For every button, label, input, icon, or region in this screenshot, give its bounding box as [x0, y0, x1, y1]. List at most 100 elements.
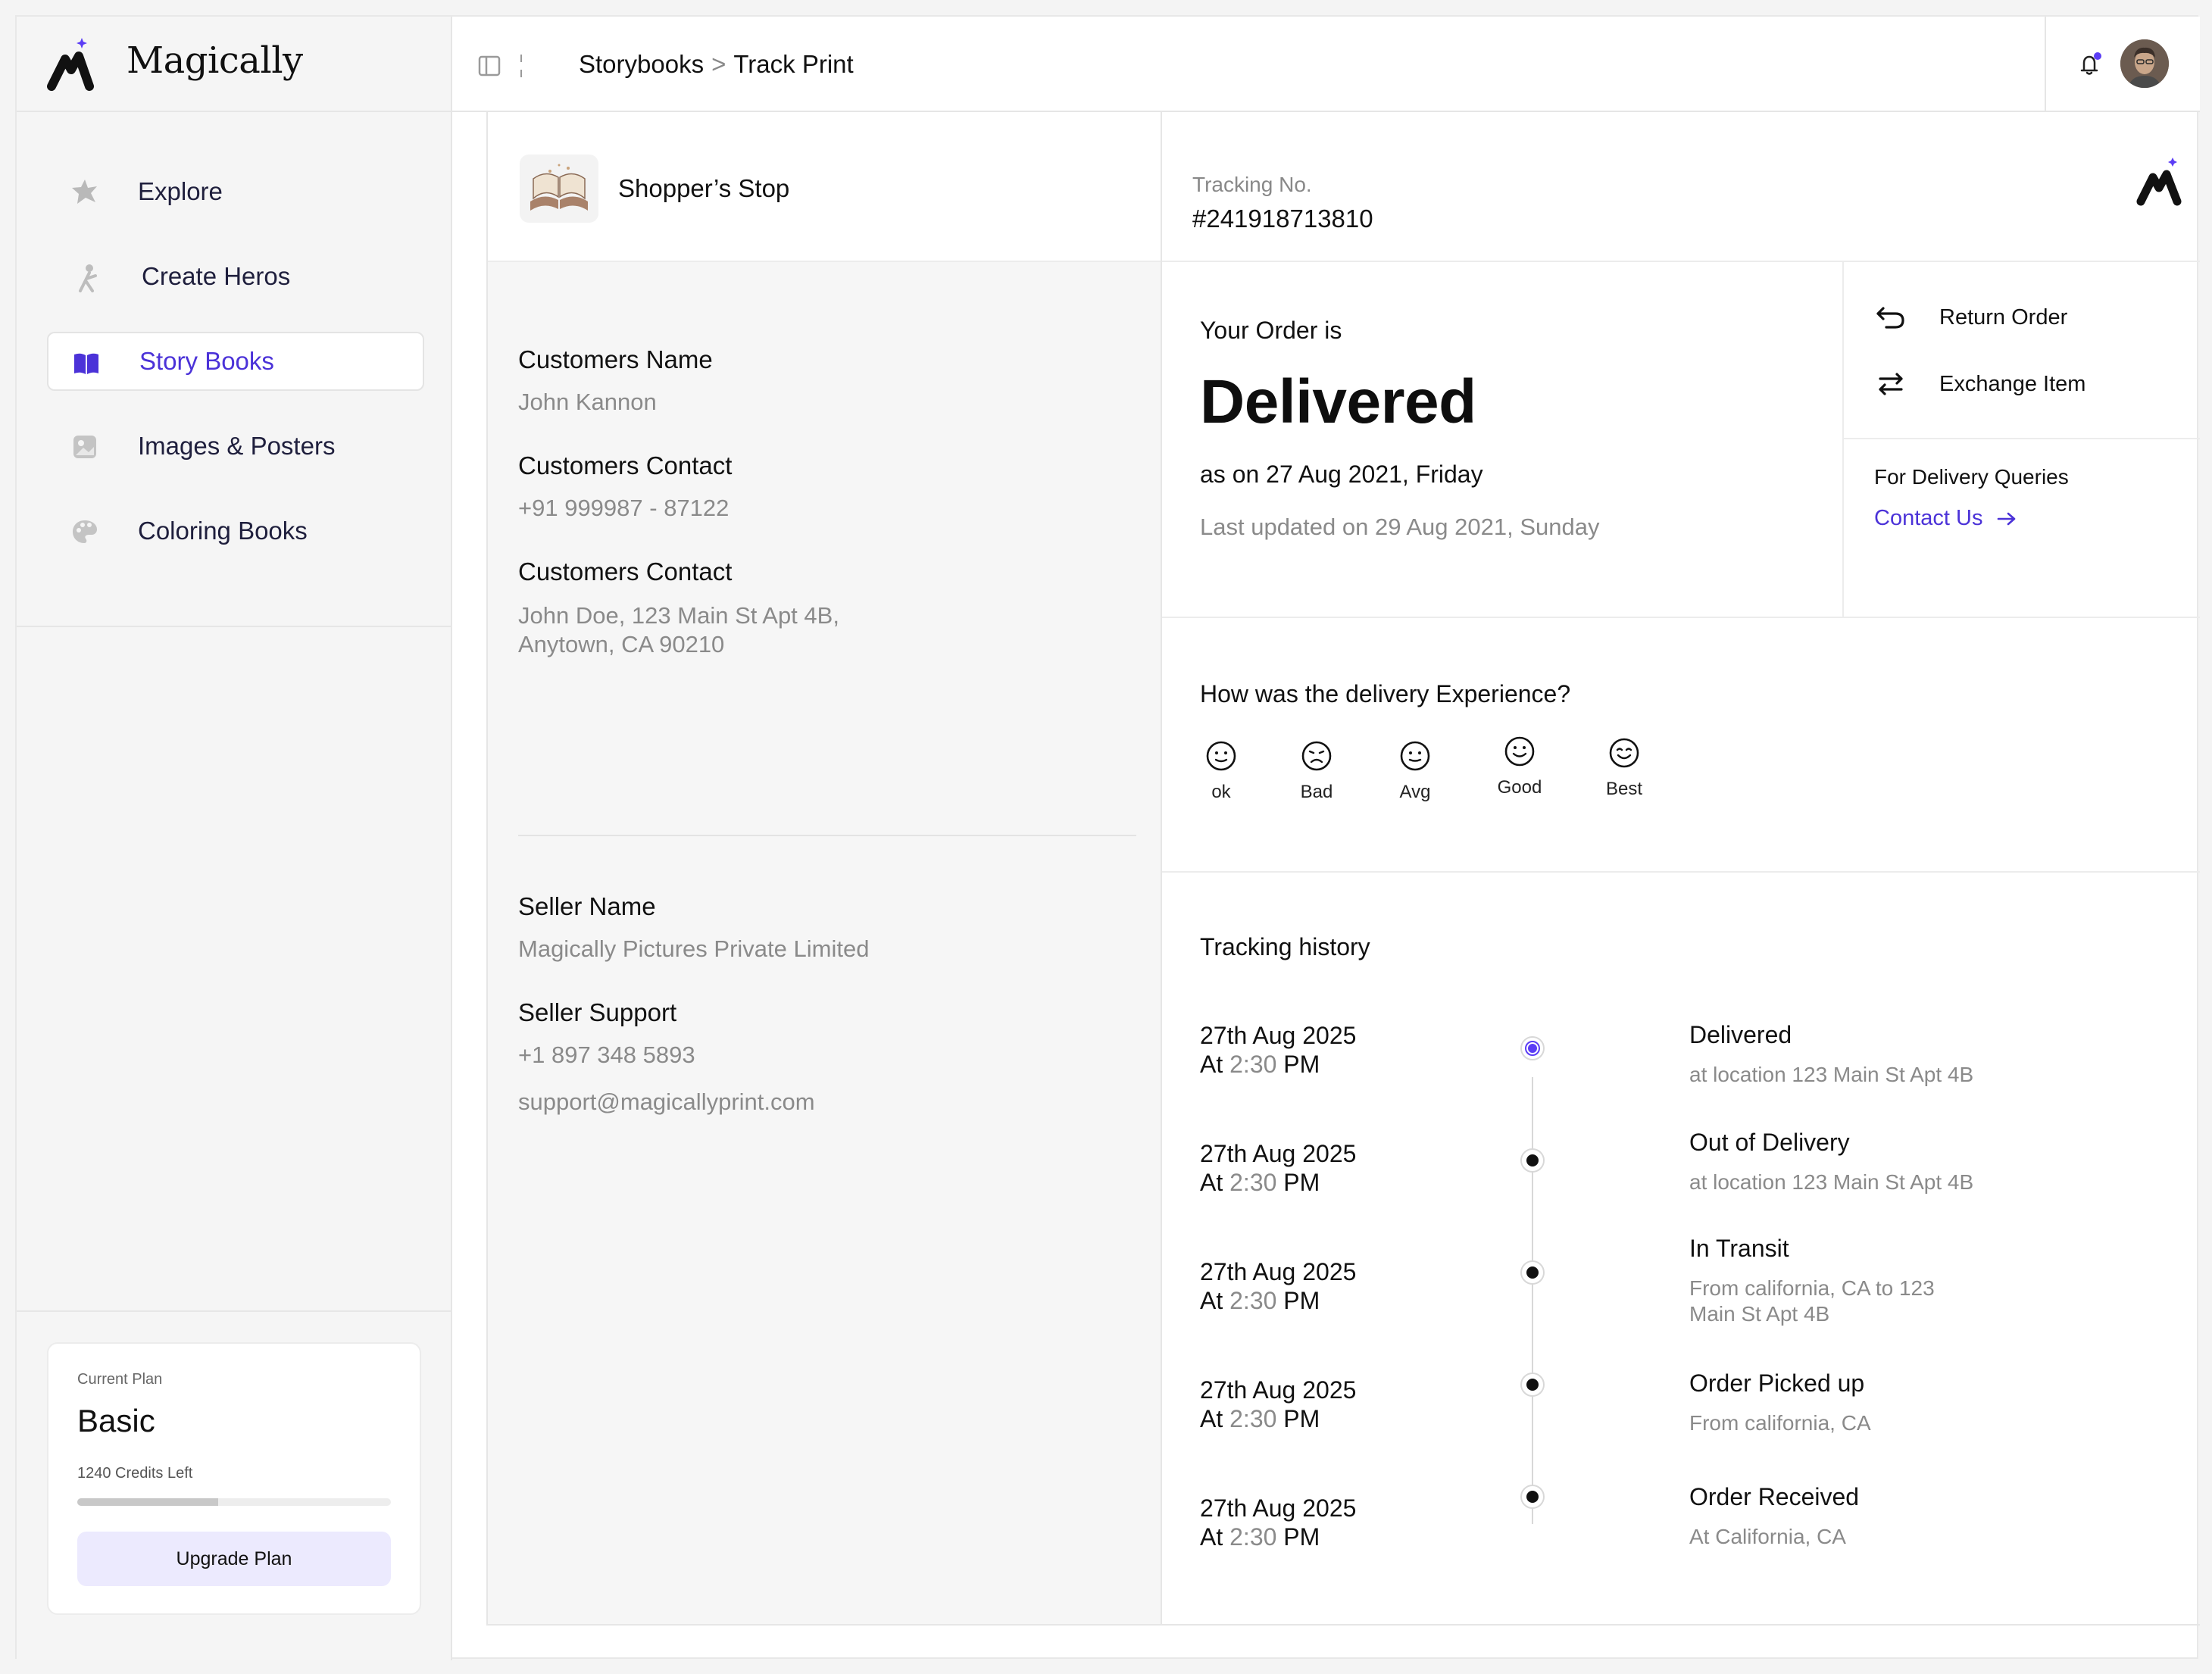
timeline-event: 27th Aug 2025 At 2:30 PM Order Received …: [1162, 1483, 2200, 1592]
timeline-event: 27th Aug 2025 At 2:30 PM Order Picked up…: [1162, 1369, 2200, 1474]
seller-support-email[interactable]: support@magicallyprint.com: [518, 1088, 815, 1115]
event-time: At 2:30 PM: [1200, 1287, 1320, 1314]
sidebar-item-create-heros[interactable]: Create Heros: [47, 247, 424, 306]
more-vertical-icon[interactable]: [519, 53, 523, 79]
seller-support-phone: +1 897 348 5893: [518, 1042, 695, 1068]
order-actions-panel: Return Order Exchange Item For Delivery …: [1844, 262, 2200, 618]
credits-left: 1240 Credits Left: [77, 1465, 193, 1482]
breadcrumb: Storybooks > Track Print: [579, 50, 854, 79]
contact-us-link[interactable]: Contact Us: [1874, 506, 2017, 531]
customer-seller-details: Customers Name John Kannon Customers Con…: [488, 262, 1161, 1624]
sidebar-item-label: Images & Posters: [138, 432, 336, 460]
order-status: Delivered: [1200, 367, 1476, 436]
event-date: 27th Aug 2025: [1200, 1258, 1357, 1285]
customer-contact-label: Customers Contact: [518, 451, 733, 479]
tracking-number: #241918713810: [1192, 205, 1373, 233]
plan-card: Current Plan Basic 1240 Credits Left Upg…: [47, 1342, 421, 1615]
customer-name-value: John Kannon: [518, 389, 657, 415]
tracking-history: Tracking history 27th Aug 2025 At 2:30 P…: [1162, 873, 2200, 1624]
event-status: Order Received: [1689, 1483, 1860, 1510]
status-date: as on 27 Aug 2021, Friday: [1200, 461, 1483, 488]
delivery-queries-label: For Delivery Queries: [1874, 465, 2069, 489]
breadcrumb-track-print: Track Print: [733, 50, 854, 78]
event-date: 27th Aug 2025: [1200, 1140, 1357, 1167]
details-divider: [518, 835, 1136, 836]
sidebar-item-label: Story Books: [139, 347, 274, 375]
user-avatar[interactable]: [2120, 39, 2169, 88]
avatar-portrait-icon: [2120, 39, 2169, 88]
seller-name-value: Magically Pictures Private Limited: [518, 935, 870, 962]
notification-bell-icon[interactable]: [2076, 51, 2104, 78]
store-header: Shopper’s Stop: [488, 112, 1161, 262]
magically-logo-icon[interactable]: [45, 33, 95, 98]
event-status: In Transit: [1689, 1235, 1789, 1262]
event-location: At California, CA: [1689, 1525, 1846, 1548]
order-details-column: Shopper’s Stop Customers Name John Kanno…: [488, 112, 1162, 1624]
app-window: Magically Explore Create Heros S: [15, 15, 2200, 1660]
rating-label: Bad: [1300, 782, 1333, 802]
open-book-icon: [74, 353, 98, 374]
event-time: At 2:30 PM: [1200, 1405, 1320, 1432]
tracking-header: Tracking No. #241918713810: [1162, 112, 2200, 262]
rating-label: Avg: [1399, 782, 1431, 802]
seller-name-label: Seller Name: [518, 892, 656, 920]
feedback-question: How was the delivery Experience?: [1200, 680, 1571, 707]
sidebar: Magically Explore Create Heros S: [17, 17, 452, 1660]
magically-logo-icon: [2136, 158, 2182, 206]
rating-bad[interactable]: Bad: [1271, 739, 1362, 803]
rating-best[interactable]: Best: [1579, 736, 1670, 800]
toggle-sidebar-icon[interactable]: [478, 55, 501, 77]
seller-support-label: Seller Support: [518, 998, 677, 1026]
sidebar-item-images-posters[interactable]: Images & Posters: [47, 417, 424, 476]
sidebar-item-explore[interactable]: Explore: [47, 162, 424, 221]
main-content: Shopper’s Stop Customers Name John Kanno…: [486, 112, 2200, 1626]
event-date: 27th Aug 2025: [1200, 1376, 1357, 1404]
delivery-feedback: How was the delivery Experience? ok: [1162, 618, 2200, 873]
exchange-arrows-icon: [1879, 373, 1903, 395]
last-updated: Last updated on 29 Aug 2021, Sunday: [1200, 514, 1600, 540]
contact-us-label: Contact Us: [1874, 506, 1983, 530]
sidebar-item-story-books[interactable]: Story Books: [47, 332, 424, 391]
customer-address-line2: Anytown, CA 90210: [518, 631, 725, 657]
credits-progress-bar: [77, 1498, 391, 1506]
brand-name: Magically: [127, 39, 303, 82]
sad-face-icon: [1301, 741, 1332, 771]
plan-name: Basic: [77, 1403, 155, 1438]
event-date: 27th Aug 2025: [1200, 1022, 1357, 1049]
palette-icon: [73, 520, 97, 543]
order-status-panel: Your Order is Delivered as on 27 Aug 202…: [1162, 262, 1844, 618]
return-order-button[interactable]: Return Order: [1874, 298, 2067, 336]
sidebar-item-coloring-books[interactable]: Coloring Books: [47, 501, 424, 561]
rating-good[interactable]: Good: [1474, 735, 1565, 798]
header-actions: [2045, 17, 2200, 112]
tracking-number-label: Tracking No.: [1192, 173, 1312, 196]
rating-ok[interactable]: ok: [1176, 739, 1267, 803]
rating-avg[interactable]: Avg: [1370, 739, 1461, 803]
plan-kicker: Current Plan: [77, 1371, 163, 1388]
actions-divider: [1844, 438, 2200, 439]
event-status: Order Picked up: [1689, 1369, 1865, 1397]
smile-face-icon: [1504, 736, 1535, 767]
event-location: From california, CA: [1689, 1411, 1871, 1435]
event-location: From california, CA to 123 Main St Apt 4…: [1689, 1276, 1935, 1326]
customer-contact-value: +91 999987 - 87122: [518, 495, 730, 521]
tracking-history-title: Tracking history: [1200, 933, 1370, 960]
timeline-line: [1532, 1077, 1533, 1524]
timeline-dot-icon: [1520, 1373, 1545, 1397]
rating-label: Good: [1497, 777, 1542, 798]
event-date: 27th Aug 2025: [1200, 1494, 1357, 1522]
timeline-current-dot-icon: [1520, 1036, 1545, 1060]
event-time: At 2:30 PM: [1200, 1169, 1320, 1196]
store-name: Shopper’s Stop: [618, 174, 790, 202]
plan-section: Current Plan Basic 1240 Credits Left Upg…: [17, 1310, 452, 1660]
image-icon: [73, 436, 96, 458]
rating-label: Best: [1605, 779, 1643, 799]
exchange-item-button[interactable]: Exchange Item: [1874, 365, 2085, 403]
arrow-right-icon: [1998, 512, 2016, 525]
breadcrumb-storybooks[interactable]: Storybooks: [579, 50, 705, 78]
event-time: At 2:30 PM: [1200, 1523, 1320, 1551]
upgrade-plan-button[interactable]: Upgrade Plan: [77, 1532, 391, 1586]
event-status: Delivered: [1689, 1021, 1792, 1048]
timeline-dot-icon: [1520, 1485, 1545, 1509]
event-time: At 2:30 PM: [1200, 1051, 1320, 1078]
